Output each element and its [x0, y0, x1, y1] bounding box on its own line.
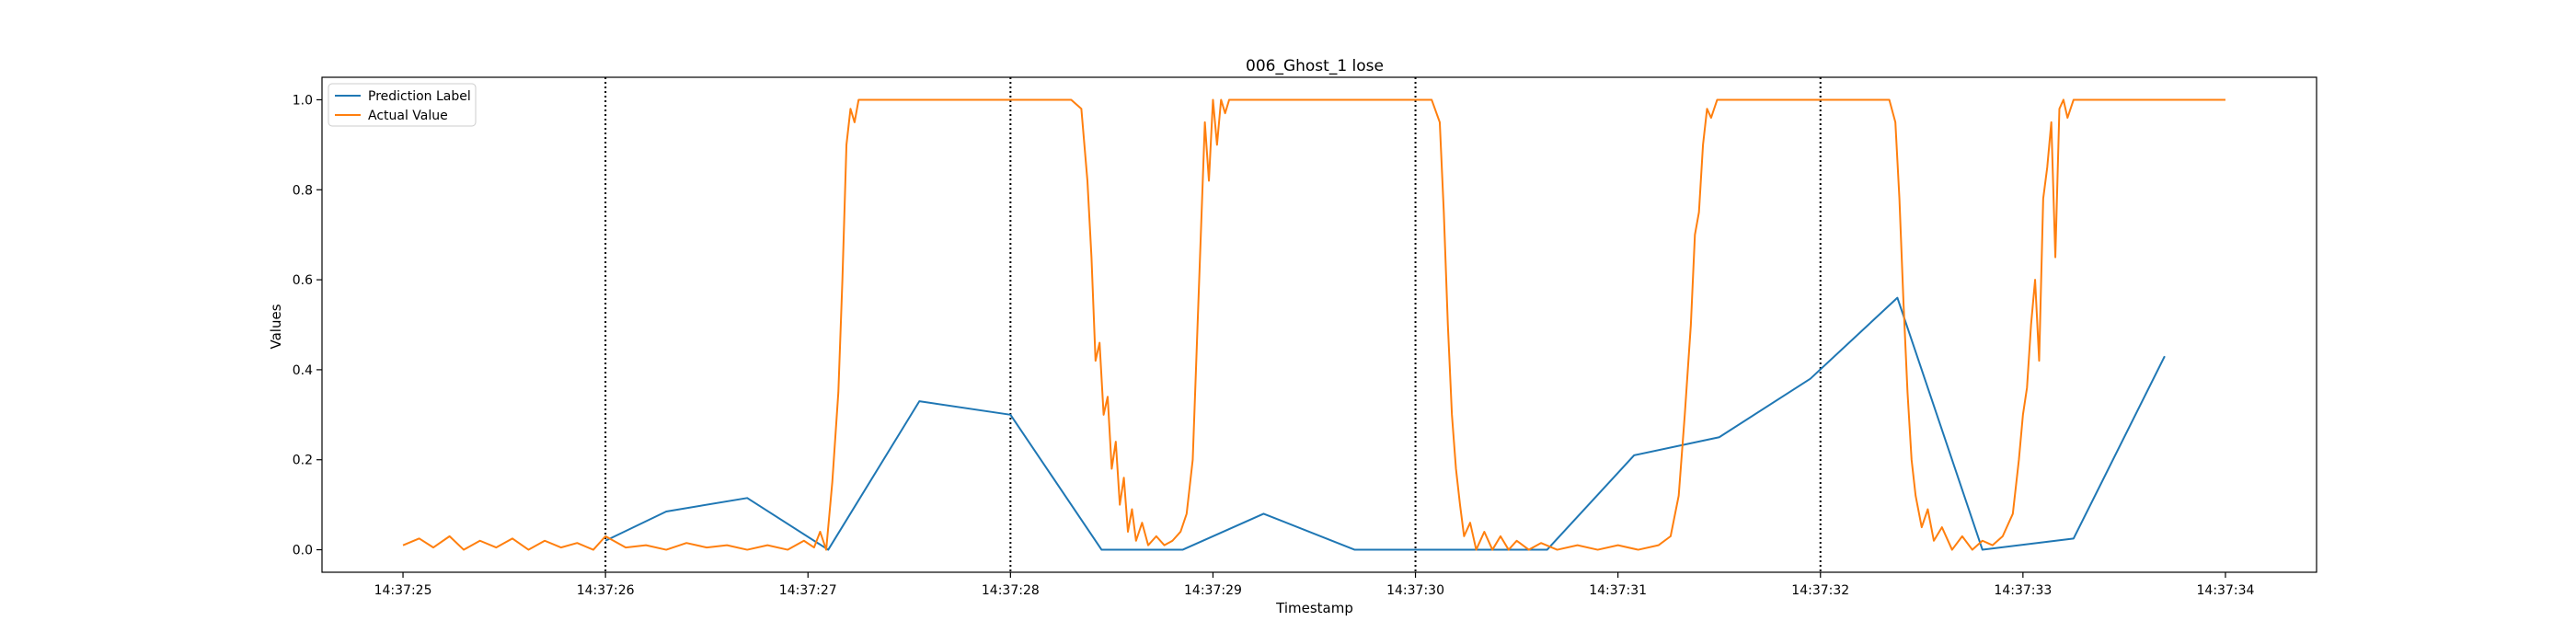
legend-label-actual-value: Actual Value: [368, 109, 448, 123]
chart-title: 006_Ghost_1 lose: [1246, 57, 1384, 75]
legend-label-prediction-label: Prediction Label: [368, 89, 471, 104]
plot-area: [402, 77, 2225, 572]
y-tick-label: 0.8: [293, 183, 313, 198]
y-tick-label: 0.6: [293, 273, 313, 288]
x-tick-label: 14:37:32: [1791, 583, 1849, 598]
y-tick-label: 1.0: [293, 93, 313, 108]
x-axis-label: Timestamp: [1275, 600, 1353, 616]
plot-frame: [321, 76, 2317, 573]
x-tick-label: 14:37:29: [1184, 583, 1242, 598]
y-tick-label: 0.2: [293, 454, 313, 468]
y-axis: 0.0 0.2 0.4 0.6 0.8 1.0: [293, 93, 322, 558]
series-line-actual-value: [402, 98, 2225, 551]
x-tick-label: 14:37:28: [982, 583, 1040, 598]
y-axis-label: Values: [268, 304, 284, 349]
x-tick-label: 14:37:27: [779, 583, 837, 598]
legend-box: [328, 83, 477, 127]
x-tick-label: 14:37:26: [577, 583, 635, 598]
legend: Prediction Label Actual Value: [328, 83, 477, 127]
x-tick-label: 14:37:34: [2197, 583, 2255, 598]
x-axis: 14:37:25 14:37:26 14:37:27 14:37:28 14:37:29…: [374, 572, 2255, 598]
x-tick-label: 14:37:25: [374, 583, 432, 598]
x-tick-label: 14:37:30: [1386, 583, 1444, 598]
x-tick-label: 14:37:33: [1994, 583, 2052, 598]
y-tick-label: 0.4: [293, 363, 313, 378]
y-tick-label: 0.0: [293, 544, 313, 558]
x-tick-label: 14:37:31: [1589, 583, 1647, 598]
series-line-prediction-label: [604, 296, 2166, 551]
